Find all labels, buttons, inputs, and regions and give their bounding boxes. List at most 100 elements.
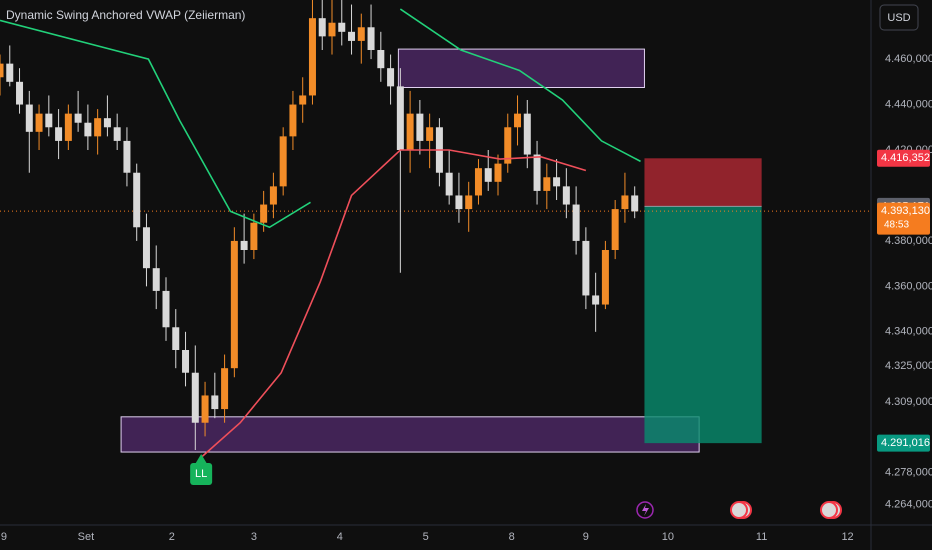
candle-body	[64, 113, 72, 141]
price-badge	[877, 434, 930, 452]
candle-body	[0, 63, 4, 78]
candle-body	[504, 127, 512, 164]
flag-icon[interactable]	[730, 501, 748, 519]
candle-body	[45, 113, 53, 128]
candle-body	[94, 118, 102, 137]
candle-body	[260, 204, 268, 223]
y-tick-label: 4.440,000	[885, 98, 932, 110]
x-tick-label: 9	[583, 531, 589, 543]
vwap-line	[198, 149, 587, 460]
plot-area	[0, 0, 871, 460]
candle-body	[84, 122, 92, 137]
candle-body	[406, 113, 414, 150]
y-tick-label: 4.460,000	[885, 53, 932, 65]
candle-body	[103, 118, 111, 128]
candle-body	[269, 186, 277, 205]
candle-body	[523, 113, 531, 155]
supply-demand-zone	[397, 48, 645, 88]
candle-body	[543, 177, 551, 191]
candle-body	[396, 86, 404, 150]
candle-body	[113, 127, 121, 141]
candle-body	[592, 295, 600, 305]
candle-body	[279, 136, 287, 187]
candle-body	[377, 50, 385, 69]
candle-body	[6, 63, 14, 82]
x-tick-label: 11	[756, 531, 767, 543]
x-tick-label: 9	[1, 531, 7, 543]
x-tick-label: 3	[251, 531, 257, 543]
candle-body	[553, 177, 561, 187]
currency-button[interactable]	[879, 4, 919, 31]
candle-body	[474, 168, 482, 196]
y-tick-label: 4.340,000	[885, 326, 932, 338]
candle-body	[211, 395, 219, 410]
candle-body	[172, 327, 180, 350]
candle-body	[308, 18, 316, 96]
annotation-pointer	[195, 454, 208, 464]
candle-body	[426, 127, 434, 141]
x-tick-label: 4	[337, 531, 343, 543]
x-tick-label: Set	[78, 531, 95, 543]
candle-body	[16, 81, 24, 105]
y-tick-label: 4.360,000	[885, 280, 932, 292]
vwap-line	[0, 8, 641, 229]
y-tick-label: 4.264,000	[885, 498, 932, 510]
candle-body	[191, 372, 199, 423]
candle-body	[572, 204, 580, 241]
candle-body	[328, 22, 336, 37]
candle-body	[514, 113, 522, 128]
candle-body	[631, 195, 639, 212]
candle-body	[142, 227, 150, 269]
candle-body	[201, 395, 209, 423]
candle-body	[162, 290, 170, 328]
price-badge-label: 4.416,352	[881, 152, 930, 164]
candle-body	[562, 186, 570, 205]
candle-body	[55, 127, 63, 141]
supply-demand-zone	[120, 416, 700, 453]
lightning-icon[interactable]	[636, 501, 654, 519]
annotation-label: LL	[195, 468, 207, 480]
annotation-box	[190, 463, 213, 485]
candle-body	[611, 209, 619, 250]
candle-body	[338, 22, 346, 32]
y-tick-label: 4.325,000	[885, 360, 932, 372]
candle-body	[416, 113, 424, 141]
price-badge	[877, 202, 930, 235]
candle-body	[250, 222, 258, 250]
countdown-label: 48:53	[884, 220, 909, 231]
candle-body	[221, 368, 229, 410]
candle-body	[621, 195, 629, 210]
candle-body	[484, 168, 492, 182]
x-tick-label: 8	[509, 531, 515, 543]
x-tick-label: 12	[841, 531, 853, 543]
price-badge-label: 4.393,130	[881, 205, 930, 217]
y-tick-label: 4.380,000	[885, 235, 932, 247]
candle-body	[601, 250, 609, 305]
target-zone	[644, 206, 762, 444]
stop-zone	[644, 158, 762, 207]
candle-body	[240, 240, 248, 250]
flag-icon[interactable]	[820, 501, 838, 519]
price-badge-label: 4.291,016	[881, 437, 930, 449]
x-tick-label: 5	[423, 531, 429, 543]
candle-body	[367, 27, 375, 50]
candle-body	[494, 163, 502, 182]
indicator-title: Dynamic Swing Anchored VWAP (Zeiierman)	[6, 8, 245, 22]
candle-body	[533, 154, 541, 191]
candle-body	[152, 268, 160, 291]
x-tick-label: 10	[662, 531, 674, 543]
y-tick-label: 4.309,000	[885, 396, 932, 408]
x-tick-label: 2	[169, 531, 175, 543]
candle-body	[582, 240, 590, 296]
candle-body	[455, 195, 463, 210]
candle-body	[318, 18, 326, 37]
candle-body	[299, 95, 307, 105]
price-badge	[877, 149, 930, 167]
candle-body	[182, 350, 190, 373]
candle-body	[133, 172, 141, 228]
candle-body	[74, 113, 82, 123]
candle-body	[25, 104, 33, 132]
candle-body	[348, 31, 356, 41]
candle-body	[35, 113, 43, 132]
